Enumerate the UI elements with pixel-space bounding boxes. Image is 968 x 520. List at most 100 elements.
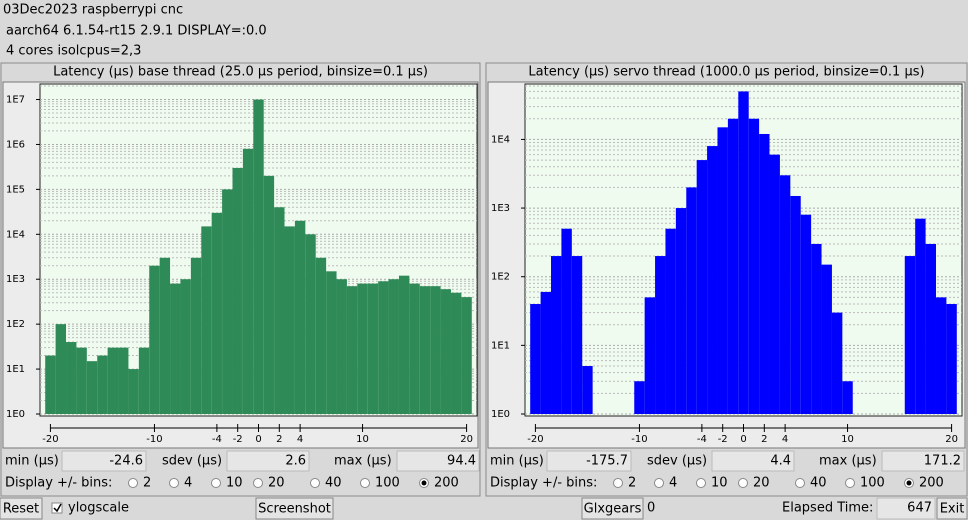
bar — [727, 118, 739, 414]
bar — [55, 324, 67, 414]
y-tick-label: 1E3 — [491, 203, 510, 214]
bins-option[interactable]: 200 — [919, 476, 944, 491]
bins-radio[interactable] — [613, 478, 623, 488]
bins-option[interactable]: 10 — [711, 476, 728, 491]
checkmark — [53, 503, 62, 513]
bar — [582, 366, 593, 414]
x-tick-label: 4 — [297, 434, 303, 445]
bar — [779, 175, 791, 414]
bins-option[interactable]: 40 — [325, 476, 342, 491]
bins-option[interactable]: 2 — [143, 476, 151, 491]
bar — [138, 347, 150, 414]
exit-button-label[interactable]: Exit — [940, 502, 965, 517]
bins-option[interactable]: 100 — [860, 476, 885, 491]
y-tick-label: 1E5 — [6, 184, 25, 195]
x-tick-label: -20 — [527, 434, 543, 445]
bins-radio[interactable] — [845, 478, 855, 488]
bar — [665, 228, 676, 414]
y-tick-label: 1E1 — [491, 340, 510, 351]
bar — [201, 226, 212, 414]
y-tick-label: 1E0 — [6, 409, 25, 420]
bar — [128, 369, 139, 414]
x-tick-label: 4 — [782, 434, 788, 445]
max-value: 94.4 — [447, 454, 476, 469]
bar — [274, 207, 285, 414]
screenshot-button[interactable] — [255, 497, 334, 520]
bins-radio[interactable] — [696, 478, 706, 488]
chart-title: Latency (µs) base thread (25.0 µs period… — [53, 65, 428, 80]
bins-radio[interactable] — [310, 478, 320, 488]
y-tick-label: 1E6 — [6, 139, 25, 150]
bins-radio-dot — [906, 480, 912, 486]
ylogscale-checkbox[interactable] — [51, 502, 63, 514]
bar — [294, 220, 306, 414]
min-field — [61, 450, 147, 472]
y-tick-label: 1E0 — [491, 409, 510, 420]
bar — [97, 355, 108, 414]
bar — [76, 347, 87, 414]
bins-radio[interactable] — [738, 478, 748, 488]
bins-option[interactable]: 40 — [810, 476, 827, 491]
bins-option[interactable]: 100 — [375, 476, 400, 491]
bar — [696, 160, 708, 414]
bar — [842, 381, 853, 414]
bar — [748, 118, 760, 414]
x-tick-label: 0 — [740, 434, 746, 445]
bins-radio[interactable] — [128, 478, 138, 488]
x-tick-label: 10 — [841, 434, 854, 445]
bar — [159, 257, 171, 414]
x-tick-label: 20 — [945, 434, 958, 445]
bar — [346, 286, 358, 414]
glxgears-button[interactable] — [581, 497, 644, 520]
x-tick-label: -4 — [697, 434, 707, 445]
min-field — [546, 450, 632, 472]
bins-option[interactable]: 200 — [434, 476, 459, 491]
bar — [190, 257, 202, 414]
bar — [759, 133, 770, 414]
bins-option[interactable]: 20 — [753, 476, 770, 491]
x-tick-label: -4 — [212, 434, 222, 445]
max-field — [396, 450, 480, 472]
bar — [831, 312, 843, 414]
bins-radio[interactable] — [360, 478, 370, 488]
bins-option[interactable]: 2 — [628, 476, 636, 491]
bar — [571, 256, 583, 414]
exit-button[interactable] — [936, 497, 968, 520]
x-tick-label: -10 — [631, 434, 647, 445]
bar — [450, 292, 462, 414]
reset-button-label[interactable]: Reset — [3, 502, 39, 517]
bar — [419, 286, 431, 414]
header-line: 03Dec2023 raspberrypi cnc — [3, 3, 183, 18]
glxgears-button-label[interactable]: Glxgears — [584, 502, 642, 517]
y-tick-label: 1E4 — [491, 134, 510, 145]
bins-radio[interactable] — [795, 478, 805, 488]
reset-button[interactable] — [0, 497, 43, 520]
bar — [284, 226, 295, 414]
ylogscale-label[interactable]: ylogscale — [68, 501, 129, 516]
bins-option[interactable]: 20 — [268, 476, 285, 491]
bar — [170, 283, 181, 414]
min-label: min (µs) — [490, 454, 544, 469]
max-label: max (µs) — [819, 454, 877, 469]
bins-radio[interactable] — [253, 478, 263, 488]
x-tick-label: 2 — [276, 434, 282, 445]
bins-option[interactable]: 4 — [184, 476, 192, 491]
bar — [398, 275, 410, 414]
bar — [946, 304, 957, 414]
bins-radio[interactable] — [654, 478, 664, 488]
bins-option[interactable]: 4 — [669, 476, 677, 491]
bins-option[interactable]: 10 — [226, 476, 243, 491]
bar — [242, 148, 254, 415]
bins-radio[interactable] — [169, 478, 179, 488]
bar — [644, 297, 656, 414]
x-tick-label: -2 — [718, 434, 728, 445]
bar — [86, 361, 98, 414]
bins-radio[interactable] — [211, 478, 221, 488]
screenshot-button-label[interactable]: Screenshot — [258, 502, 331, 517]
bins-label: Display +/- bins: — [490, 476, 597, 491]
bar — [821, 264, 832, 414]
bar — [904, 256, 916, 414]
bar — [675, 208, 687, 414]
